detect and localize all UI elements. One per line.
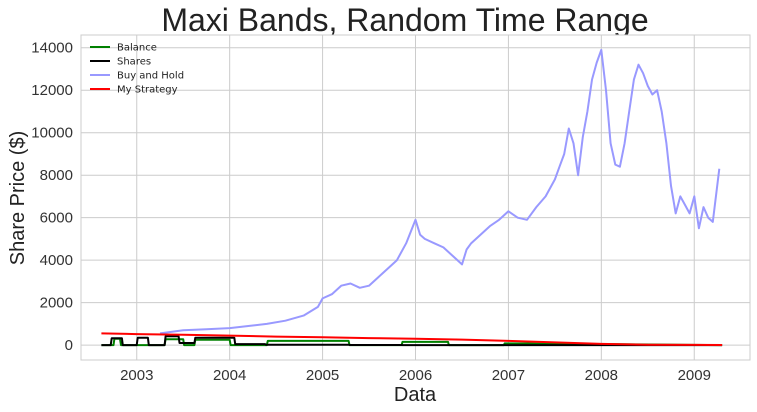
legend-label: Shares [117,57,151,68]
y-tick-label: 6000 [40,210,73,227]
legend: Balance Shares Buy and Hold My Strategy [90,43,184,96]
x-tick-label: 2003 [120,367,153,384]
y-tick-label: 0 [65,337,73,354]
x-tick-label: 2008 [585,367,618,384]
x-tick-label: 2005 [306,367,339,384]
x-axis-label: Data [394,384,437,406]
x-tick-label: 2009 [678,367,711,384]
x-tick-label: 2004 [213,367,246,384]
y-tick-label: 4000 [40,252,73,269]
legend-label: My Strategy [117,85,178,96]
series-line-balance [101,337,723,347]
y-tick-label: 8000 [40,167,73,184]
y-tick-label: 14000 [31,40,73,57]
chart-title: Maxi Bands, Random Time Range [161,2,648,38]
y-tick-label: 12000 [31,82,73,99]
series-line-my-strategy [101,332,723,346]
legend-label: Buy and Hold [117,71,184,82]
x-tick-label: 2006 [399,367,432,384]
x-tick-label: 2007 [492,367,525,384]
series-lines [101,48,723,347]
y-tick-label: 2000 [40,295,73,312]
y-axis-label: Share Price ($) [7,131,29,266]
x-axis-ticks: 2003 2004 2005 2006 2007 2008 2009 [120,367,711,384]
legend-label: Balance [117,43,157,54]
y-tick-label: 10000 [31,125,73,142]
series-line-buy-and-hold [159,48,721,335]
series-line-shares [101,335,723,347]
y-axis-ticks: 0 2000 4000 6000 8000 10000 12000 14000 [31,40,73,354]
